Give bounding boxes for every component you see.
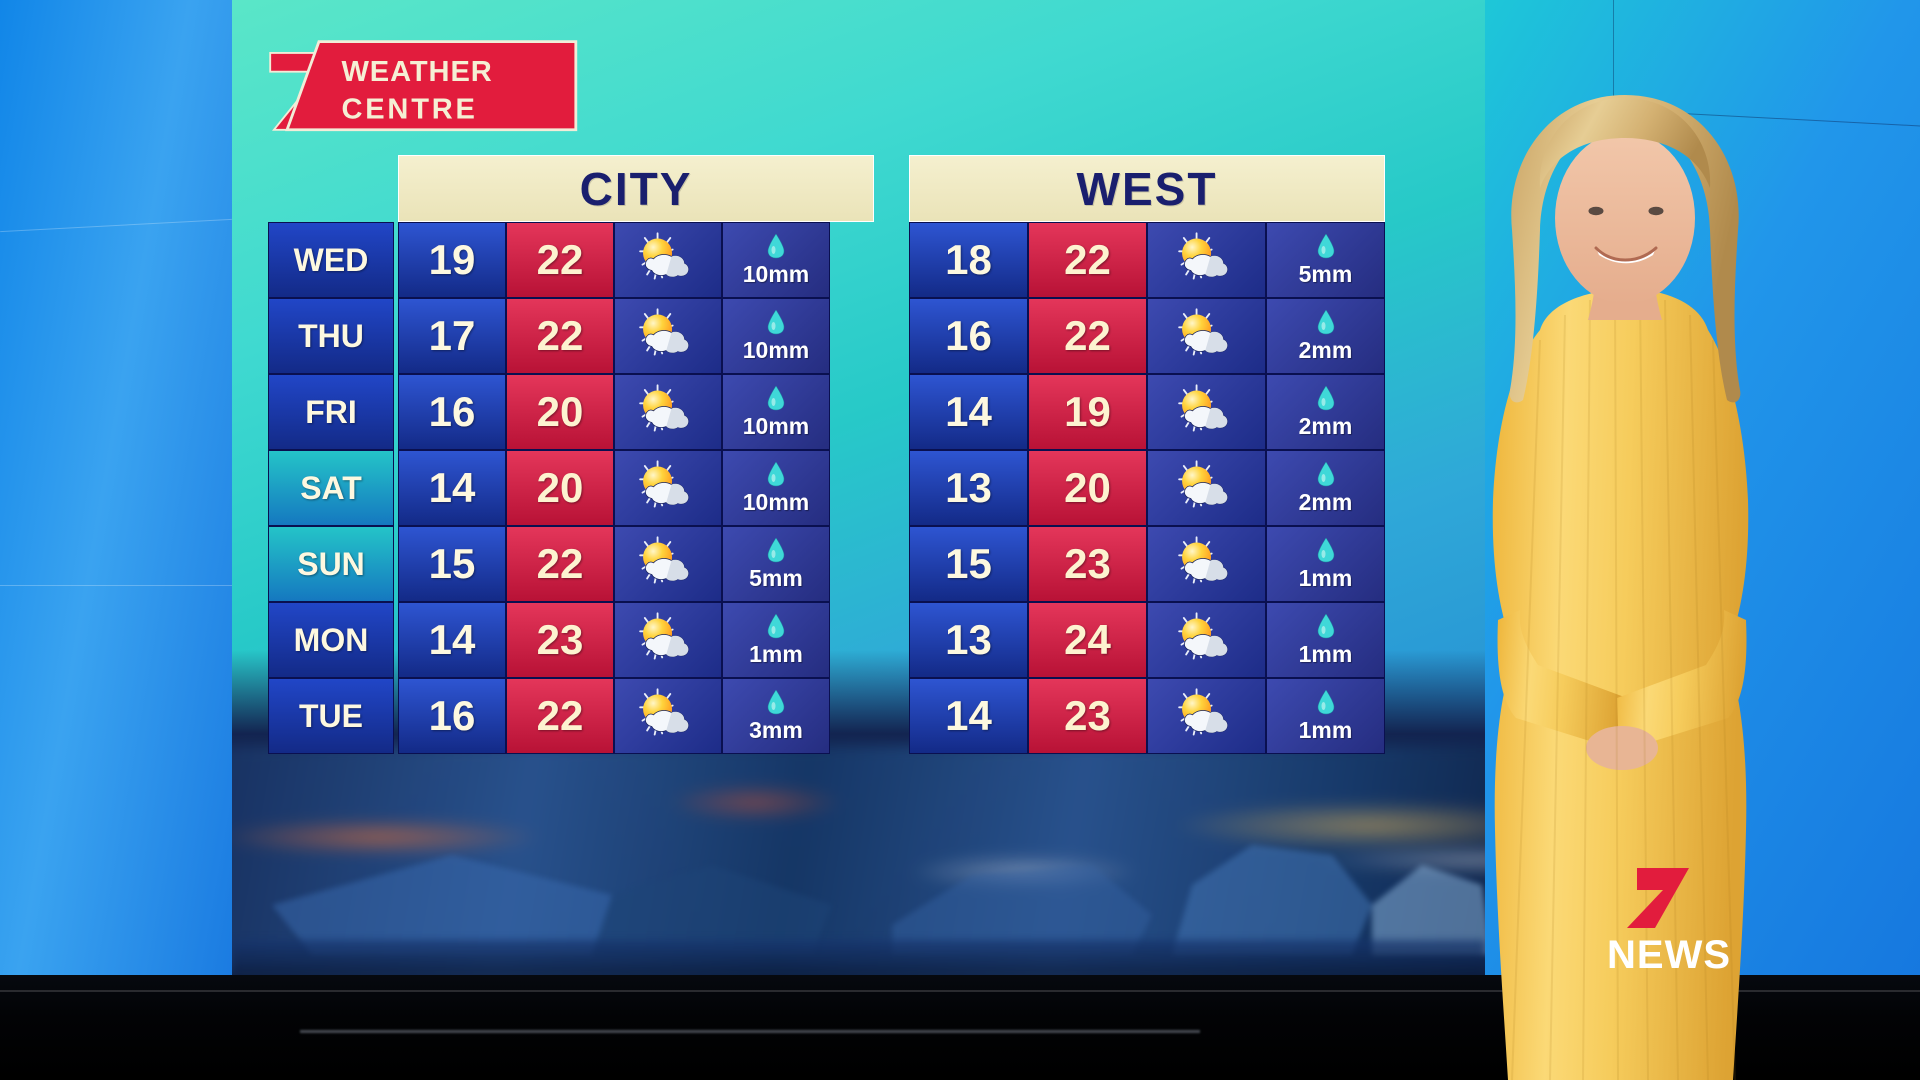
svg-text:CENTRE: CENTRE [341,94,477,126]
svg-text:NEWS: NEWS [1607,933,1731,977]
svg-text:WEATHER: WEATHER [341,56,492,88]
